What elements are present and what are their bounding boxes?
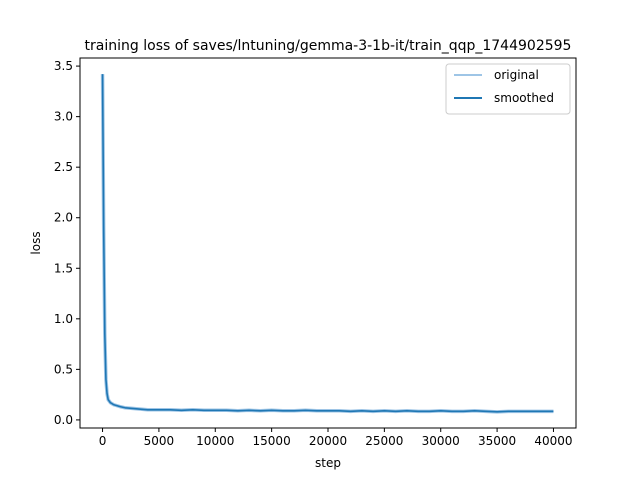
y-tick-label: 0.0 (54, 413, 73, 427)
x-tick-label: 40000 (534, 434, 572, 448)
y-tick-label: 3.0 (54, 110, 73, 124)
y-axis-label: loss (29, 231, 43, 254)
x-tick-label: 20000 (309, 434, 347, 448)
y-tick-label: 1.5 (54, 261, 73, 275)
legend-box (445, 63, 571, 115)
x-tick-label: 30000 (422, 434, 460, 448)
legend-label-smoothed: smoothed (494, 91, 554, 105)
x-tick-label: 15000 (253, 434, 291, 448)
y-tick-label: 2.0 (54, 211, 73, 225)
legend-label-original: original (494, 68, 539, 82)
y-tick-label: 2.5 (54, 160, 73, 174)
x-tick-label: 5000 (144, 434, 175, 448)
x-axis: 0 5000 10000 15000 20000 25000 30000 35000 40000 (99, 428, 573, 448)
y-axis: 0.0 0.5 1.0 1.5 2.0 2.5 3.0 3.5 (54, 59, 80, 427)
legend: original smoothed (445, 63, 571, 115)
x-tick-label: 10000 (196, 434, 234, 448)
x-tick-label: 25000 (365, 434, 403, 448)
x-axis-label: step (315, 456, 341, 470)
x-tick-label: 35000 (478, 434, 516, 448)
x-tick-label: 0 (99, 434, 107, 448)
y-tick-label: 3.5 (54, 59, 73, 73)
series-line-smoothed (101, 74, 554, 413)
y-tick-label: 0.5 (54, 362, 73, 376)
plot-series (100, 74, 554, 414)
chart-title: training loss of saves/lntuning/gemma-3-… (85, 38, 572, 54)
y-tick-label: 1.0 (54, 312, 73, 326)
